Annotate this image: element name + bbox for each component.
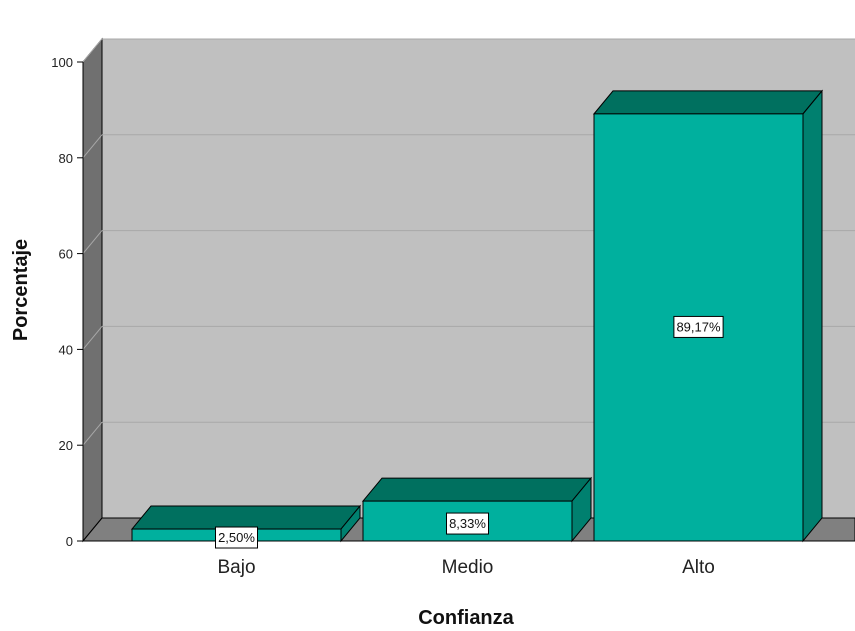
x-tick-label: Alto xyxy=(682,557,715,578)
bars: 2,50% 8,33% 89,17% xyxy=(130,89,824,549)
y-axis-title: Porcentaje xyxy=(10,239,32,341)
data-label: 8,33% xyxy=(446,512,489,535)
gridline-wall xyxy=(82,326,103,350)
y-tick-label: 60 xyxy=(59,247,73,262)
y-tick-label: 100 xyxy=(51,55,73,70)
bar-side-face xyxy=(802,89,823,543)
svg-text:2,50%: 2,50% xyxy=(218,530,255,545)
chart-left-wall xyxy=(82,37,103,543)
data-label: 89,17% xyxy=(673,315,724,338)
bar-medio: 8,33% xyxy=(361,476,593,543)
y-tick-label: 0 xyxy=(66,534,73,549)
data-label: 2,50% xyxy=(215,526,258,549)
bar-alto: 89,17% xyxy=(592,89,824,543)
gridline-wall xyxy=(82,421,103,446)
x-tick-label: Bajo xyxy=(217,557,255,578)
svg-text:89,17%: 89,17% xyxy=(676,319,721,334)
y-tick-label: 20 xyxy=(59,438,73,453)
x-tick-label: Medio xyxy=(442,557,494,578)
svg-text:8,33%: 8,33% xyxy=(449,516,486,531)
y-axis-ticks: 0 20 40 60 80 100 xyxy=(51,55,83,549)
gridline-wall xyxy=(82,230,103,254)
x-axis-ticks: Bajo Medio Alto xyxy=(217,557,714,578)
gridline-wall xyxy=(82,134,103,159)
bar-bajo: 2,50% xyxy=(130,504,362,549)
bar-top-face xyxy=(361,477,593,502)
x-axis-title: Confianza xyxy=(418,607,514,626)
gridlines xyxy=(82,38,855,446)
y-tick-label: 80 xyxy=(59,151,73,166)
bar-top-face xyxy=(592,90,824,115)
bar-top-face xyxy=(130,505,362,530)
gridline-wall xyxy=(82,38,103,63)
y-tick-label: 40 xyxy=(59,342,73,357)
